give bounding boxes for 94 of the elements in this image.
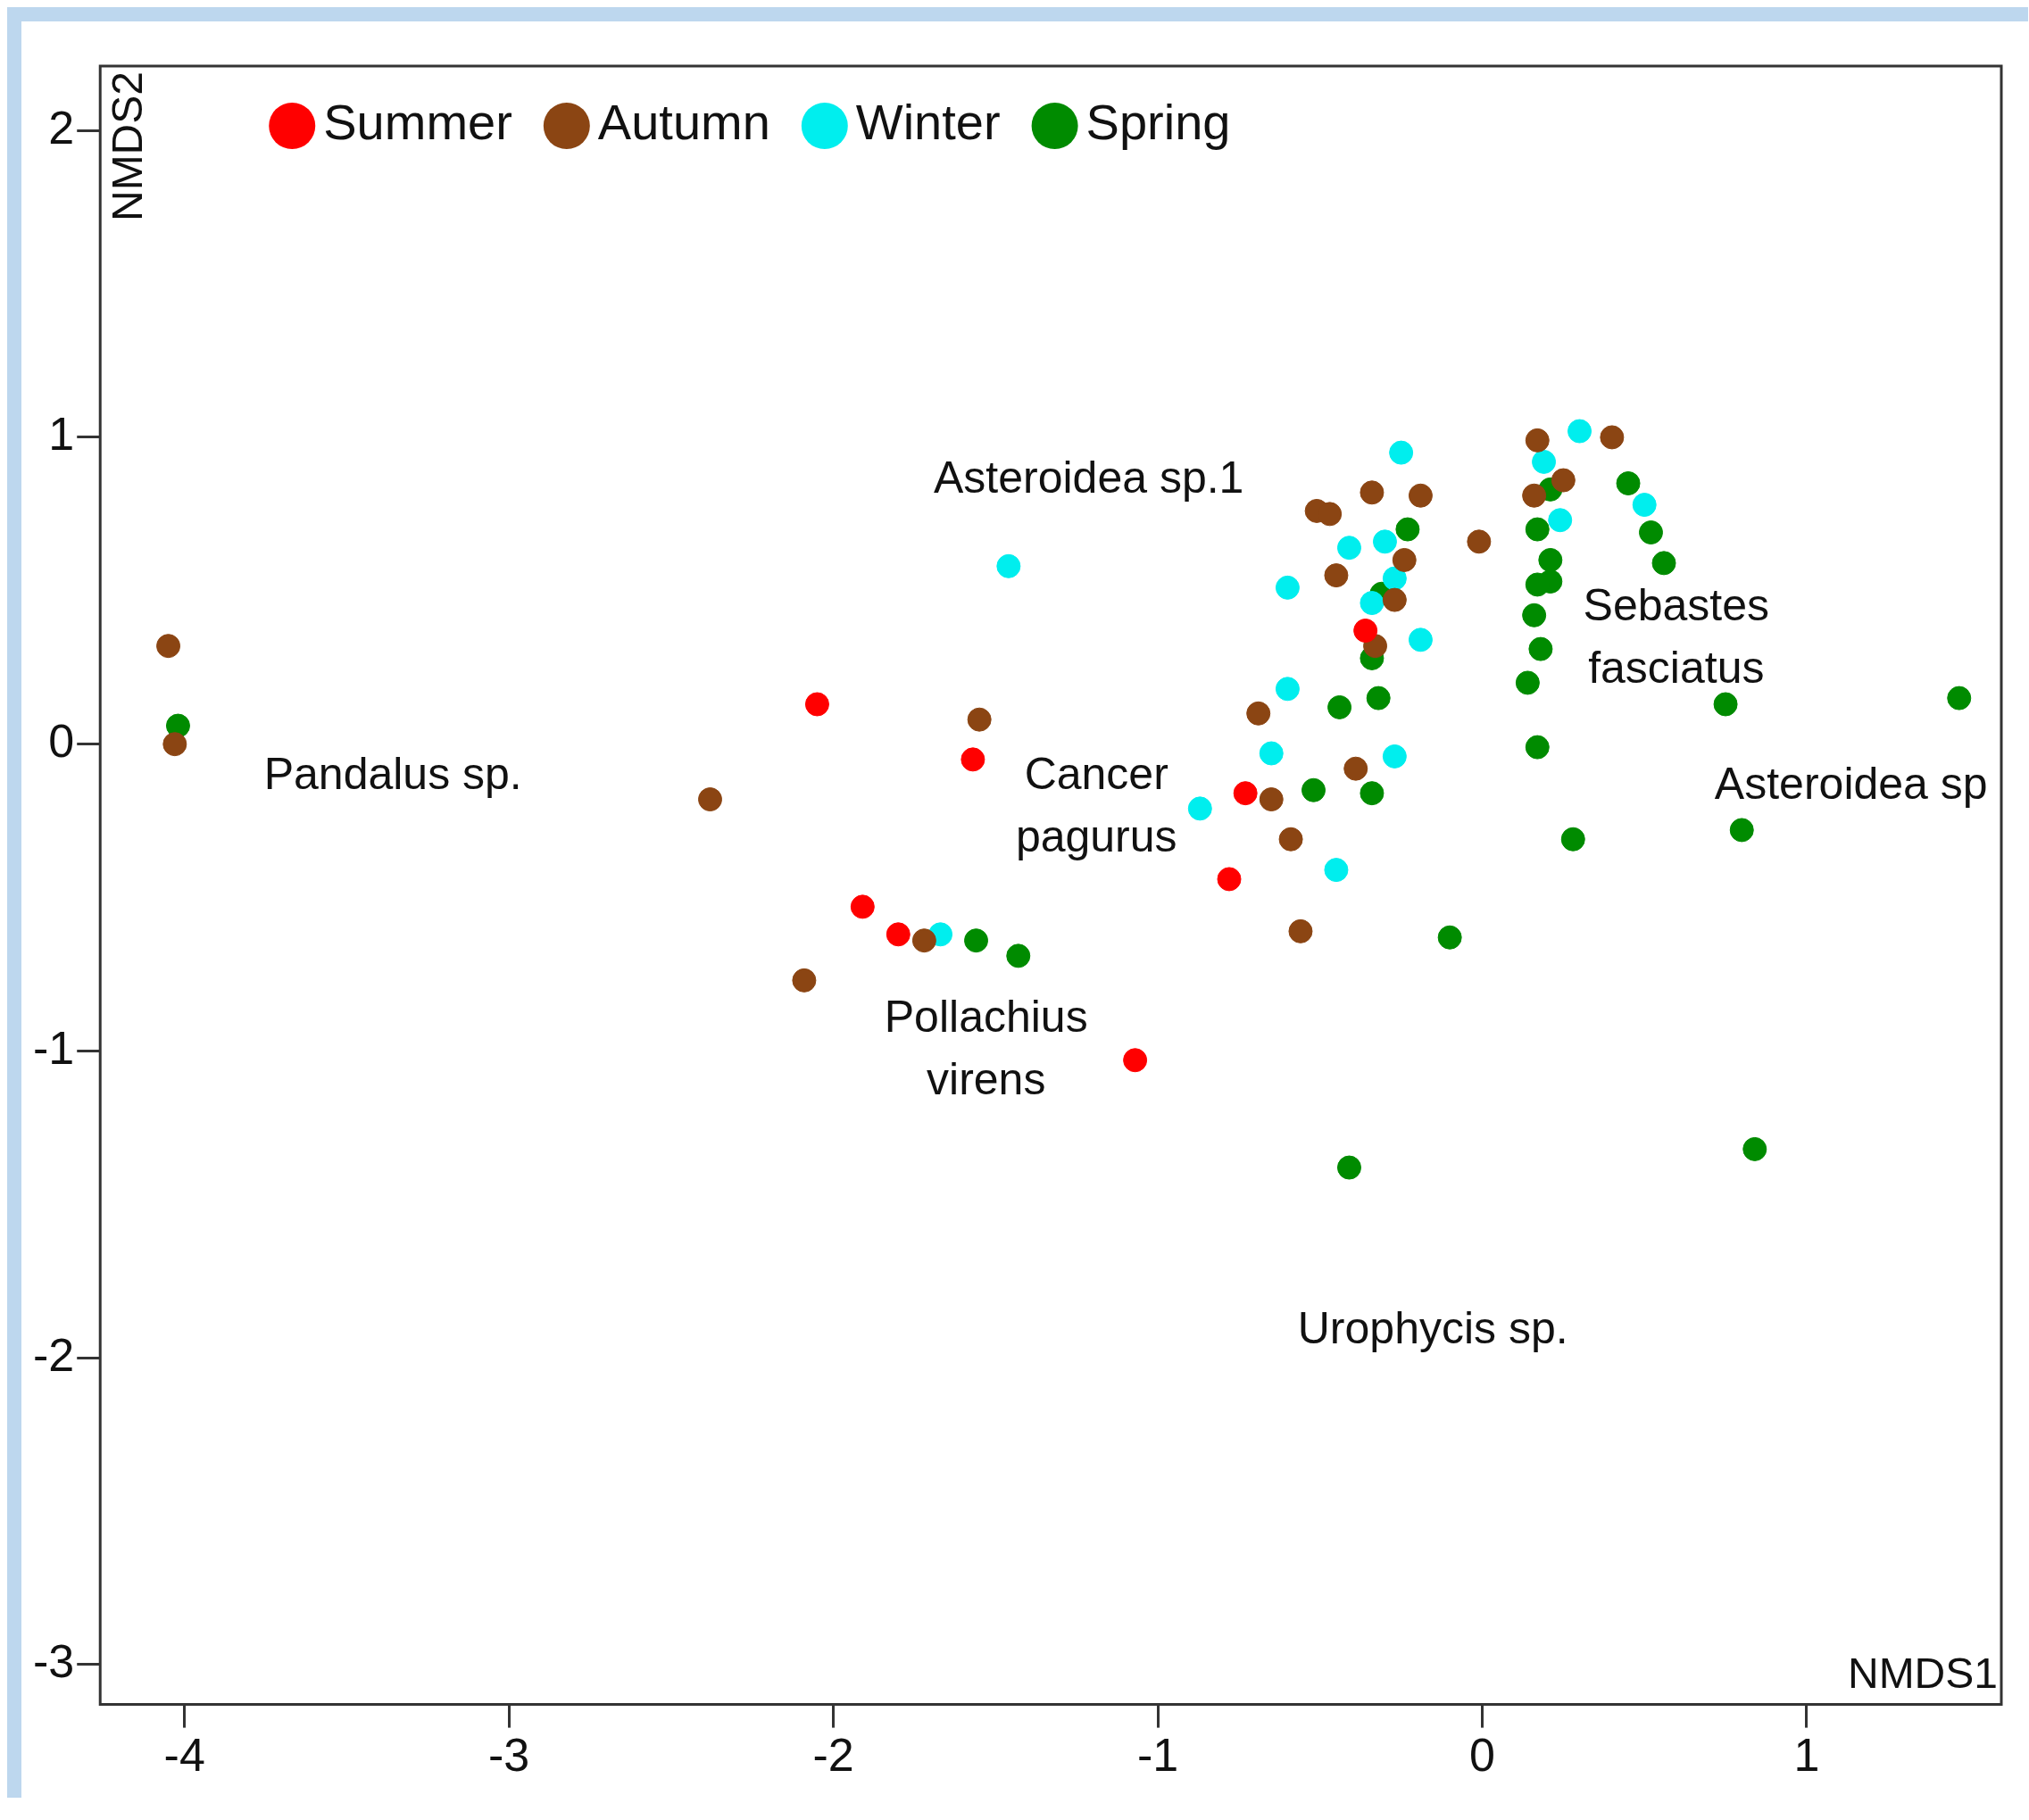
point [1600,425,1625,450]
point [1525,428,1550,453]
point [1343,756,1368,781]
point [967,707,992,732]
point [1525,735,1550,760]
point [1551,468,1576,493]
point [1528,636,1553,661]
legend-label: Autumn [597,94,770,151]
point [911,928,936,953]
y-tick-label: 1 [48,408,75,461]
point [1742,1136,1767,1161]
point [1366,686,1391,711]
annotation: Pandalus sp. [263,749,522,800]
point [698,787,723,812]
point [1327,694,1352,719]
point [1392,547,1417,572]
point [162,732,187,757]
y-tick-label: 0 [48,715,75,768]
x-tick-label: -2 [812,1729,854,1782]
annotation: Cancer pagurus [1015,749,1177,862]
point [1336,536,1361,561]
point [1360,591,1385,616]
x-tick-label: -3 [488,1729,530,1782]
point [1187,796,1212,821]
x-tick-label: 0 [1469,1729,1495,1782]
point [1324,563,1349,588]
point [1560,827,1585,852]
point [1259,741,1284,766]
point [1123,1048,1148,1073]
point [1360,480,1385,505]
point [1288,918,1313,943]
point [1525,517,1550,542]
point [1532,449,1557,474]
point [1538,547,1563,572]
point [1408,483,1433,508]
point [1246,701,1271,726]
point [1947,686,1972,711]
y-tick-label: -1 [32,1021,75,1074]
y-tick-label: -3 [32,1635,75,1688]
point [1651,551,1676,576]
point [1395,517,1420,542]
point [804,692,829,717]
point [1567,419,1592,444]
point [156,634,181,659]
point [1278,827,1303,852]
point [1259,787,1284,812]
point [1437,925,1462,950]
point [1729,818,1754,843]
point [1301,777,1326,802]
x-axis-title: NMDS1 [1847,1649,1998,1697]
y-axis-title: NMDS2 [104,71,152,222]
annotation: Sebastes fasciatus [1583,580,1770,694]
x-tick-label: 1 [1793,1729,1820,1782]
point [964,928,989,953]
point [1275,575,1300,600]
point [1275,677,1300,702]
point [1389,440,1414,465]
point [1372,529,1397,554]
point [1217,867,1242,892]
point [886,922,911,947]
annotation: Asteroidea sp.1 [933,453,1244,503]
point [1467,529,1492,554]
point [1522,483,1547,508]
point [1638,519,1663,544]
point [792,968,817,993]
point [1233,781,1258,806]
point [1360,781,1385,806]
point [1382,566,1407,591]
point [996,553,1021,578]
point [1408,627,1433,652]
annotation: Urophycis sp. [1297,1302,1568,1353]
point [850,894,875,919]
x-tick-label: -4 [163,1729,205,1782]
point [1548,508,1573,533]
point [1515,670,1540,695]
point [1006,943,1031,968]
point [960,747,985,772]
point [1324,858,1349,883]
annotation: Pollachius virens [884,991,1088,1104]
legend-label: Summer [323,94,512,151]
y-tick-label: 2 [48,101,75,154]
point [1353,618,1378,643]
point [1522,603,1547,627]
point [1632,493,1657,518]
point [1713,692,1738,717]
point [1616,470,1641,495]
y-tick-label: -2 [32,1328,75,1381]
x-tick-label: -1 [1136,1729,1179,1782]
point [1382,744,1407,769]
point [1336,1155,1361,1180]
annotation: Asteroidea sp [1714,759,1988,810]
point [1382,587,1407,612]
legend-label: Spring [1085,94,1231,151]
legend-label: Winter [855,94,1001,151]
